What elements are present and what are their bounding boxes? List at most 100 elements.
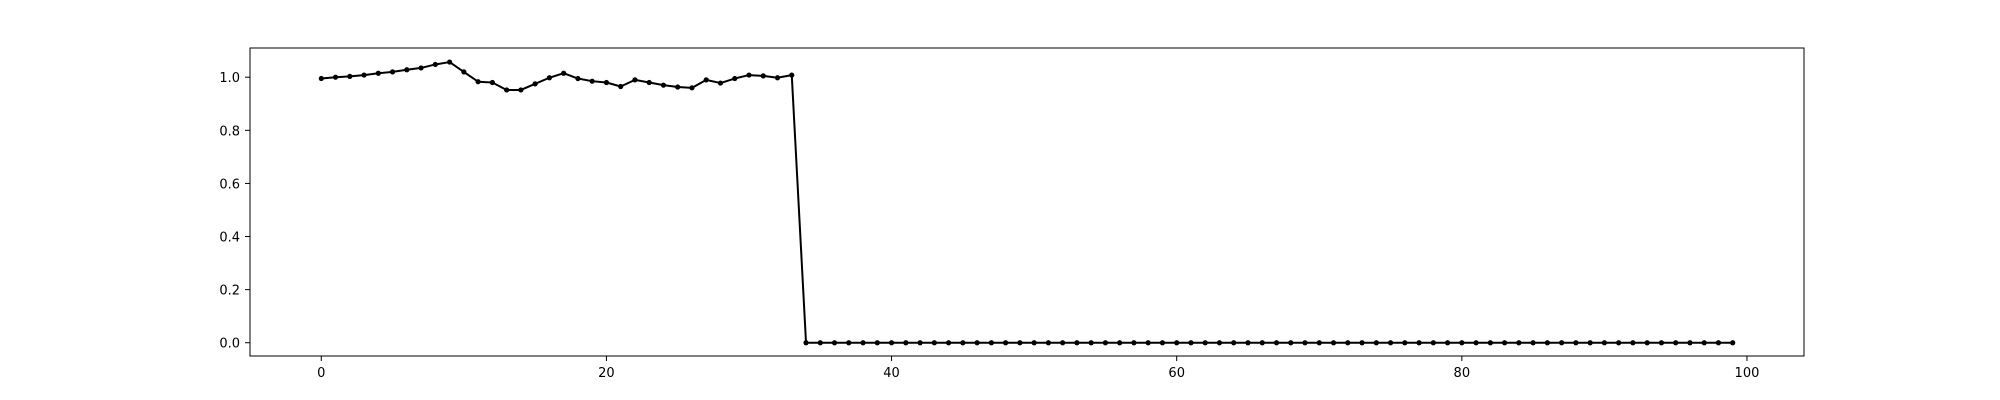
data-point [332,74,339,80]
data-point [418,65,424,71]
data-point [945,340,952,346]
data-point [660,82,667,88]
data-point [1031,340,1037,346]
data-point [1487,340,1493,346]
data-point [1587,340,1593,346]
data-point [1616,340,1622,346]
data-point [518,87,524,93]
data-point [375,70,381,76]
data-point [475,79,481,85]
data-point [561,70,567,76]
data-point [888,340,895,346]
data-point [603,79,610,86]
y-tick-label: 0.6 [219,177,240,192]
data-point [1730,340,1736,346]
data-point [389,69,396,75]
x-tick-label: 40 [883,366,900,381]
data-point [1145,340,1151,346]
data-point [1387,340,1394,346]
data-point [1159,340,1166,346]
data-point [974,340,980,346]
data-point [1673,340,1679,346]
data-point [632,77,638,83]
data-point [1273,340,1280,346]
data-point [1102,340,1109,346]
data-point [831,340,838,346]
data-point [1216,340,1223,346]
data-point [1245,340,1251,346]
y-tick-label: 0.0 [219,337,240,352]
data-point [1516,340,1522,346]
data-point [760,73,766,79]
data-point [1088,340,1094,346]
x-tick-label: 60 [1168,366,1185,381]
data-point [917,340,923,346]
data-point [504,87,510,93]
data-point [1544,340,1550,346]
x-tick-label: 80 [1454,366,1471,381]
data-point [361,72,367,78]
data-point [1416,340,1422,346]
data-point [575,75,581,82]
data-point [546,75,552,81]
data-point [874,340,880,346]
data-point [1573,340,1579,346]
data-point [1117,340,1123,346]
data-point [1345,340,1351,346]
data-point [1202,340,1208,346]
data-point [1715,340,1722,346]
data-point [1131,340,1137,346]
data-point [1174,340,1180,346]
data-point [1003,340,1009,346]
data-point [789,72,795,78]
data-point [646,79,652,86]
data-point [1559,340,1565,346]
data-point [1630,340,1636,346]
data-point [817,340,823,346]
data-point [988,340,994,346]
data-point [803,340,809,346]
data-point [589,78,595,84]
y-tick-label: 0.8 [219,124,240,139]
data-point [1473,340,1479,346]
data-point [1074,340,1080,346]
data-point [318,75,324,82]
data-point [489,79,495,86]
data-point [404,67,410,73]
data-point [347,73,353,80]
data-point [461,69,467,75]
data-point [860,340,866,346]
plot-frame [249,47,1805,357]
data-point [717,80,724,86]
data-point [1302,340,1308,346]
y-axis: 0.0 0.2 0.4 0.6 0.8 1.0 [219,71,250,352]
data-point [1502,340,1508,346]
series-line [321,61,1733,344]
data-point [532,81,538,87]
x-axis: 0 20 40 60 80 100 [317,356,1759,381]
data-point [732,75,738,82]
data-point [846,340,852,346]
data-point [1530,340,1536,346]
data-point [1444,340,1451,346]
data-point [618,83,624,90]
data-point [903,340,909,346]
data-point [960,340,966,346]
data-point [1045,340,1051,346]
data-point [1330,340,1337,346]
data-point [931,340,937,346]
data-point [689,85,695,91]
data-point [746,72,752,78]
data-point [1373,340,1379,346]
data-point [1231,340,1237,346]
data-point [1288,340,1294,346]
x-tick-label: 20 [598,366,615,381]
data-point [432,61,438,68]
data-point [1316,340,1322,346]
data-point [1402,340,1408,346]
y-tick-label: 0.2 [219,284,240,299]
data-point [1359,340,1365,346]
data-point [1658,340,1665,346]
x-tick-label: 0 [317,366,325,381]
